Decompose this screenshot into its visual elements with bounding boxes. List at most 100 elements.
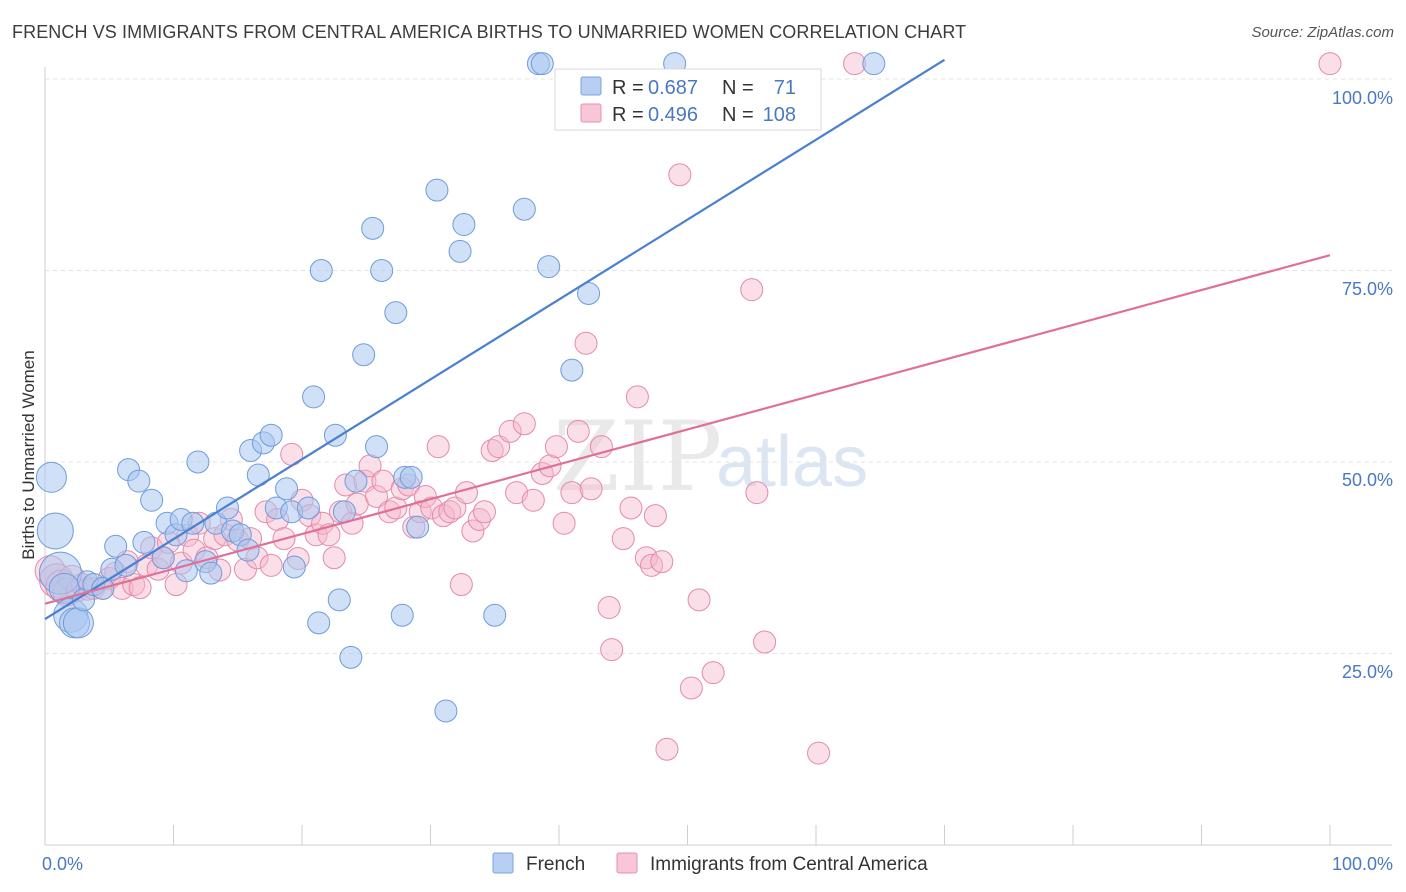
immigrants-point bbox=[566, 419, 590, 443]
series-legend: French Immigrants from Central America bbox=[492, 852, 928, 875]
french-point bbox=[399, 465, 423, 489]
french-point bbox=[309, 259, 333, 282]
legend-n-label-immigrants: N = bbox=[722, 104, 754, 126]
trendlines bbox=[44, 58, 1331, 620]
french-point bbox=[339, 645, 363, 669]
immigrants-point bbox=[807, 741, 831, 765]
immigrants-point bbox=[128, 576, 152, 600]
french-point bbox=[282, 555, 306, 579]
french-point bbox=[537, 255, 561, 279]
french-point bbox=[862, 52, 886, 76]
bottom-legend-french: French bbox=[526, 854, 585, 875]
immigrants-point bbox=[1318, 52, 1342, 76]
french-point bbox=[181, 511, 205, 535]
immigrants-point bbox=[753, 630, 777, 654]
french-point bbox=[384, 301, 408, 325]
french-point bbox=[127, 469, 151, 493]
immigrants-point bbox=[365, 484, 389, 508]
immigrants-point bbox=[655, 737, 679, 761]
french-point bbox=[302, 385, 326, 409]
legend-r-value-french: 0.687 bbox=[648, 77, 698, 99]
immigrants-point bbox=[574, 331, 598, 355]
immigrants-point bbox=[687, 588, 711, 612]
bottom-legend-swatch-french bbox=[492, 852, 514, 874]
immigrants-point bbox=[611, 527, 635, 551]
immigrants-point bbox=[377, 500, 401, 524]
french-point bbox=[62, 607, 94, 639]
axes bbox=[44, 67, 1392, 846]
x-tick-label-0: 0.0% bbox=[42, 854, 83, 874]
legend-r-label-french: R = bbox=[612, 77, 644, 99]
french-point bbox=[512, 197, 536, 221]
french-point bbox=[327, 588, 351, 612]
y-tick-label-25: 25.0% bbox=[1342, 662, 1393, 682]
legend-swatch-immigrants bbox=[580, 103, 602, 123]
immigrants-point bbox=[552, 511, 576, 535]
french-point bbox=[199, 561, 223, 585]
legend-n-value-immigrants: 108 bbox=[763, 104, 796, 126]
x-tick-label-100: 100.0% bbox=[1332, 854, 1393, 874]
immigrants-point bbox=[679, 676, 703, 700]
french-point bbox=[104, 534, 128, 558]
legend-r-label-immigrants: R = bbox=[612, 104, 644, 126]
legend-r-value-immigrants: 0.496 bbox=[648, 104, 698, 126]
immigrants-point bbox=[544, 435, 568, 459]
immigrants-point bbox=[521, 488, 545, 512]
french-point bbox=[452, 213, 476, 237]
french-point bbox=[36, 512, 74, 550]
french-points bbox=[35, 52, 886, 723]
french-trendline bbox=[44, 58, 946, 620]
french-point bbox=[275, 477, 299, 501]
immigrants-point bbox=[512, 412, 536, 436]
french-point bbox=[344, 469, 368, 493]
source-label: Source: ZipAtlas.com bbox=[1251, 24, 1394, 41]
legend-n-value-french: 71 bbox=[774, 77, 796, 99]
immigrants-point bbox=[443, 496, 467, 520]
y-axis-label: Births to Unmarried Women bbox=[19, 350, 38, 559]
immigrants-point bbox=[600, 638, 624, 662]
immigrants-point bbox=[420, 496, 444, 520]
french-point bbox=[186, 450, 210, 474]
french-point bbox=[352, 343, 376, 367]
french-point bbox=[259, 423, 283, 447]
legend-n-label-french: N = bbox=[722, 77, 754, 99]
immigrants-point bbox=[371, 469, 395, 493]
immigrants-point bbox=[668, 163, 692, 187]
immigrants-point bbox=[643, 504, 667, 528]
immigrants-point bbox=[472, 500, 496, 524]
immigrants-point bbox=[625, 385, 649, 409]
immigrants-point bbox=[426, 435, 450, 459]
french-point bbox=[174, 559, 198, 583]
french-point bbox=[448, 239, 472, 263]
french-point bbox=[370, 259, 394, 282]
immigrants-point bbox=[740, 278, 764, 302]
french-point bbox=[425, 178, 449, 202]
y-tick-label-75: 75.0% bbox=[1342, 279, 1393, 299]
french-point bbox=[132, 530, 156, 554]
immigrants-point bbox=[449, 573, 473, 597]
french-point bbox=[577, 281, 601, 305]
immigrants-point bbox=[498, 419, 522, 443]
french-point bbox=[390, 603, 414, 627]
french-point bbox=[483, 603, 507, 627]
immigrants-point bbox=[454, 481, 478, 505]
y-tick-label-100: 100.0% bbox=[1332, 88, 1393, 108]
immigrants-point bbox=[701, 661, 725, 685]
french-point bbox=[365, 435, 389, 459]
immigrants-point bbox=[431, 504, 455, 528]
immigrants-point bbox=[619, 496, 643, 520]
immigrants-point bbox=[322, 546, 346, 570]
immigrants-point bbox=[560, 481, 584, 505]
immigrants-point bbox=[597, 596, 621, 620]
bottom-legend-swatch-immigrants bbox=[616, 852, 638, 874]
immigrants-point bbox=[745, 481, 769, 505]
immigrants-point bbox=[480, 439, 504, 463]
french-point bbox=[236, 538, 260, 562]
chart-title: FRENCH VS IMMIGRANTS FROM CENTRAL AMERIC… bbox=[12, 22, 967, 42]
immigrants-point bbox=[579, 477, 603, 501]
french-point bbox=[530, 52, 554, 76]
immigrants-trendline bbox=[44, 254, 1331, 605]
french-point bbox=[35, 461, 67, 493]
french-point bbox=[296, 496, 320, 520]
